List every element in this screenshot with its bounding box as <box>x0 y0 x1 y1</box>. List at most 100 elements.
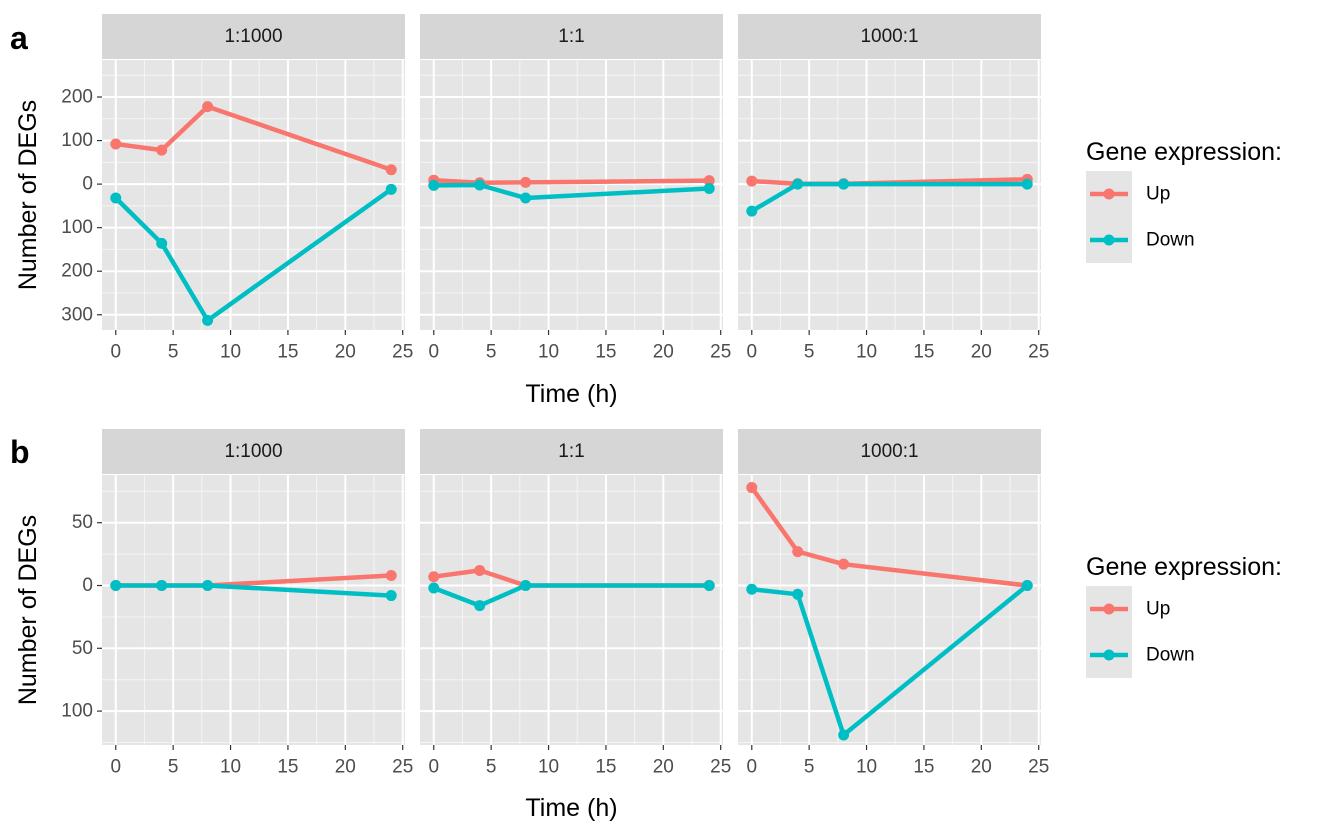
data-point-up <box>385 164 397 176</box>
data-point-down <box>110 192 122 204</box>
y-tick-label: 200 <box>61 261 93 282</box>
x-axis-title: Time (h) <box>525 380 617 408</box>
facet-a-2: 1:1 0 5 10 15 20 25 <box>420 14 731 363</box>
x-axis: 0 5 10 15 20 25 <box>428 745 731 778</box>
series-down <box>110 183 397 326</box>
x-tick-label: 5 <box>804 342 815 363</box>
data-point-down <box>474 600 486 612</box>
y-tick-label: 100 <box>61 217 93 238</box>
x-tick-label: 25 <box>710 342 731 363</box>
legend-key-point <box>1103 649 1115 661</box>
facet-strip-label: 1:1 <box>558 441 584 462</box>
x-tick-label: 10 <box>856 342 877 363</box>
data-point-down <box>520 580 532 592</box>
x-tick-label: 15 <box>913 757 934 778</box>
x-axis: 0 5 10 15 20 25 <box>746 745 1049 778</box>
facet-b-3: 1000:1 0 5 10 15 20 25 <box>738 429 1049 778</box>
data-point-up <box>385 569 397 581</box>
series-line-down <box>114 187 393 323</box>
x-tick-label: 10 <box>538 342 559 363</box>
data-point-up <box>474 564 486 576</box>
legend-label: Up <box>1146 599 1170 620</box>
panel-letter: a <box>10 20 28 56</box>
y-axis: 50 0 50 100 <box>61 512 102 722</box>
x-tick-label: 5 <box>486 342 497 363</box>
legend-title: Gene expression: <box>1086 138 1282 166</box>
legend-label: Down <box>1146 645 1195 666</box>
data-point-down <box>520 192 532 204</box>
x-tick-label: 15 <box>595 757 616 778</box>
legend-item-down: Down <box>1086 217 1195 263</box>
facet-strip <box>102 429 405 474</box>
legend: Gene expression: Up Down <box>1086 553 1282 678</box>
facet-strip-label: 1:1 <box>558 26 584 47</box>
data-point-up <box>792 546 804 558</box>
x-tick-label: 15 <box>913 342 934 363</box>
x-tick-label: 0 <box>110 342 121 363</box>
data-point-down <box>746 583 758 595</box>
facet-strip <box>102 14 405 59</box>
legend-key-point <box>1103 188 1115 200</box>
facet-strip <box>420 14 723 59</box>
legend-label: Down <box>1146 230 1195 251</box>
gridlines <box>102 60 405 330</box>
data-point-down <box>838 178 850 190</box>
series-down <box>428 179 715 204</box>
y-axis: 200 100 0 100 200 300 <box>61 87 102 325</box>
x-tick-label: 0 <box>110 757 121 778</box>
data-point-down <box>838 729 850 741</box>
series-line-down <box>750 181 1028 214</box>
x-axis: 0 5 10 15 20 25 <box>110 745 413 778</box>
data-point-up <box>838 558 850 570</box>
facet-strip-label: 1:1000 <box>224 441 282 462</box>
data-point-down <box>792 178 804 190</box>
data-point-up <box>703 175 715 187</box>
gridlines <box>738 475 1041 745</box>
x-tick-label: 0 <box>428 757 439 778</box>
data-point-up <box>428 571 440 583</box>
plot-panel <box>102 475 405 745</box>
x-tick-label: 5 <box>168 757 179 778</box>
x-axis: 0 5 10 15 20 25 <box>428 330 731 363</box>
data-point-down <box>703 182 715 194</box>
x-axis: 0 5 10 15 20 25 <box>110 330 413 363</box>
x-tick-label: 20 <box>971 757 992 778</box>
x-tick-label: 25 <box>392 342 413 363</box>
data-point-up <box>110 138 122 150</box>
y-tick-label: 50 <box>72 512 93 533</box>
x-tick-label: 15 <box>277 342 298 363</box>
y-axis-title: Number of DEGs <box>14 100 42 290</box>
series-line-down <box>751 583 1029 738</box>
data-point-down <box>746 205 758 217</box>
data-point-down <box>385 183 397 195</box>
data-point-up <box>520 176 532 188</box>
data-point-up <box>156 144 168 156</box>
data-point-down <box>792 588 804 600</box>
x-tick-label: 0 <box>746 342 757 363</box>
data-point-down <box>156 237 168 249</box>
legend-title: Gene expression: <box>1086 553 1282 581</box>
series-up <box>110 101 397 176</box>
x-axis-title: Time (h) <box>525 794 617 822</box>
facet-strip <box>738 429 1041 474</box>
data-point-down <box>110 580 122 592</box>
series-line-up <box>115 104 392 172</box>
x-tick-label: 5 <box>804 757 815 778</box>
facet-a-1: 1:1000 0 5 10 15 20 25 <box>102 14 413 363</box>
y-tick-label: 0 <box>82 174 93 195</box>
x-tick-label: 10 <box>220 342 241 363</box>
facet-strip <box>738 14 1041 59</box>
facet-strip-label: 1:1000 <box>224 26 282 47</box>
legend: Gene expression: Up Down <box>1086 138 1282 263</box>
series-line-up <box>749 486 1028 588</box>
x-tick-label: 5 <box>486 757 497 778</box>
plot-panel <box>738 60 1041 330</box>
x-tick-label: 25 <box>1028 342 1049 363</box>
y-axis-title: Number of DEGs <box>14 515 42 705</box>
data-point-down <box>1021 580 1033 592</box>
panel-letter: b <box>10 434 30 470</box>
y-tick-label: 50 <box>72 638 93 659</box>
x-tick-label: 5 <box>168 342 179 363</box>
